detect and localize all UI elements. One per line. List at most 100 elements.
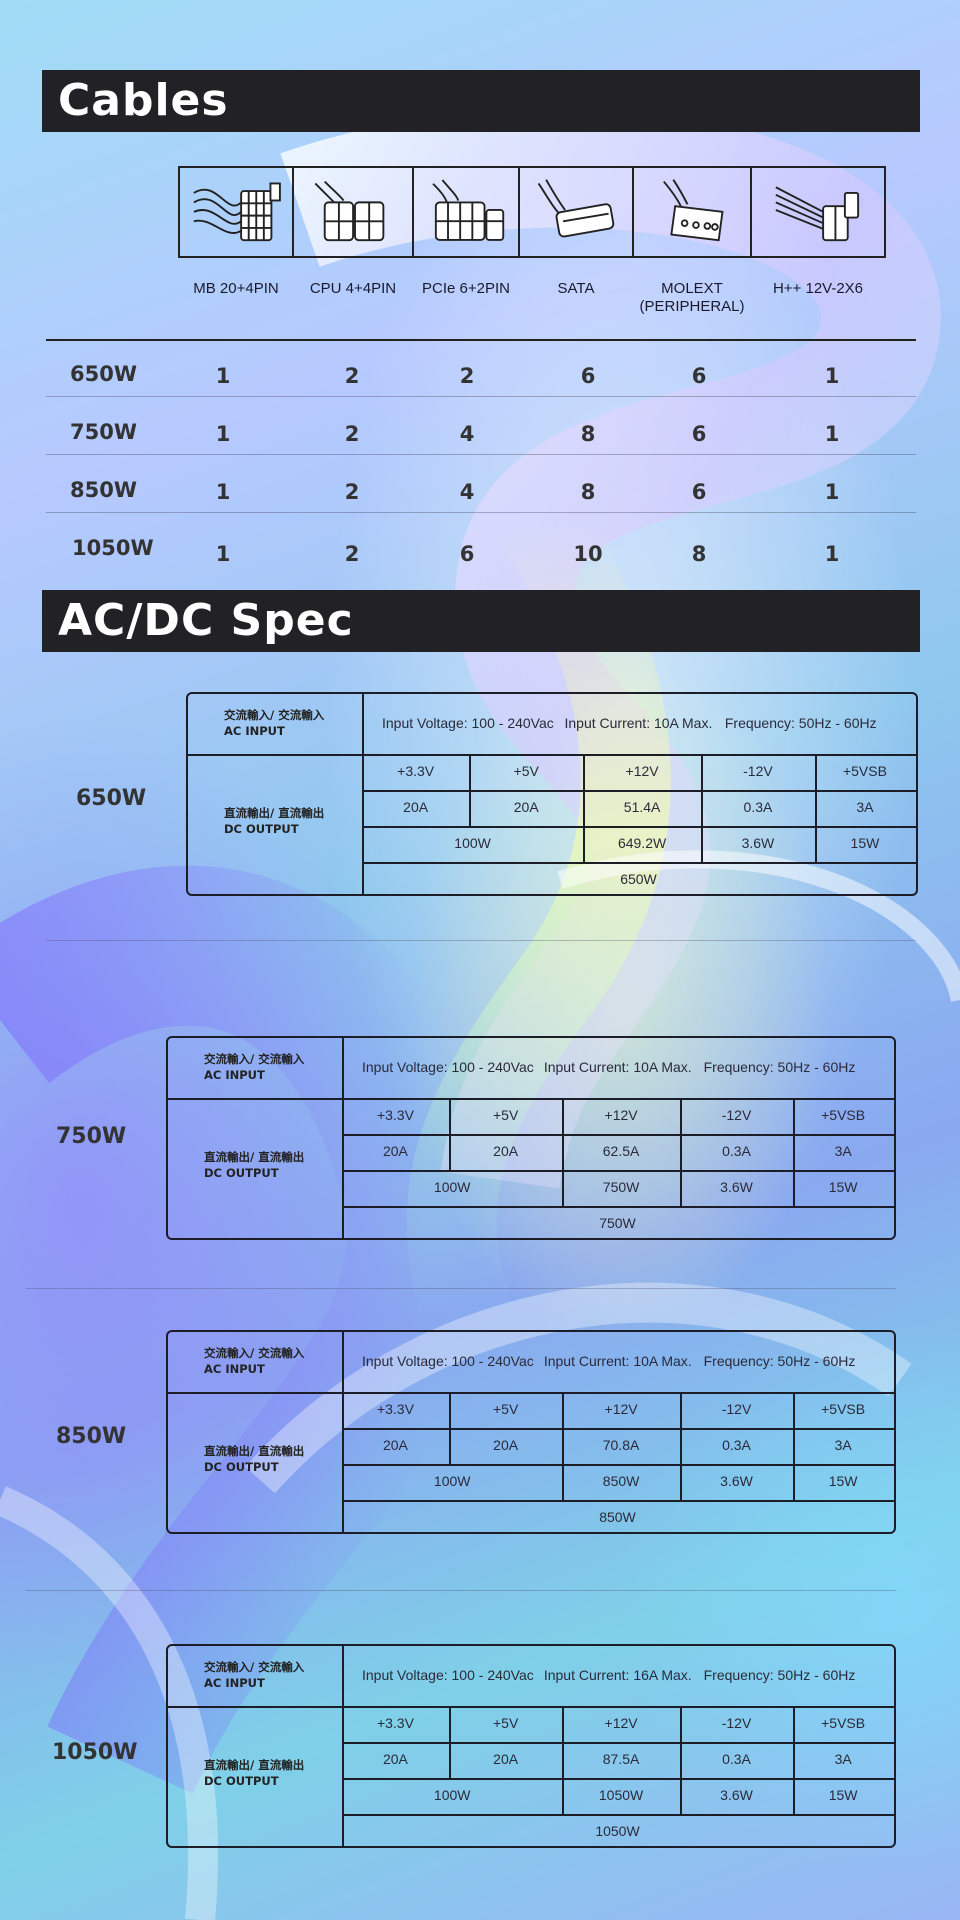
frequency-text: Frequency: 50Hz - 60Hz xyxy=(724,715,877,731)
spec-wattage-label: 650W xyxy=(76,786,147,811)
dc-output-label-en: DC OUTPUT xyxy=(204,1460,279,1474)
sata-connector-icon xyxy=(518,166,634,258)
rail-voltage-cell: +12V xyxy=(604,1715,638,1731)
spec-cell-divider xyxy=(793,1778,796,1814)
spec-row-divider xyxy=(168,1098,894,1100)
dc-output-label-zh: 直流輸出/ 直流輸出 xyxy=(204,1758,305,1772)
spec-cell-divider xyxy=(679,1778,682,1814)
spec-cell-divider xyxy=(679,1098,682,1170)
connector-label-molex: MOLEXT (PERIPHERAL) xyxy=(639,280,745,315)
rail-power-cell: 1050W xyxy=(598,1787,644,1803)
spec-cell-divider xyxy=(562,1778,565,1814)
rail-voltage-cell: -12V xyxy=(721,1715,752,1731)
rail-current-cell: 87.5A xyxy=(602,1751,640,1767)
ac-input-label-zh: 交流輸入/ 交流輸入 xyxy=(204,1052,305,1066)
spec-cell-divider xyxy=(814,754,817,826)
spec-cell-divider xyxy=(562,1464,565,1500)
cable-count-cell: 4 xyxy=(459,480,475,504)
spec-col-divider xyxy=(362,694,364,894)
cable-count-cell: 6 xyxy=(691,422,707,446)
spec-cell-divider xyxy=(814,826,817,862)
rail-power-cell: 15W xyxy=(828,1473,858,1489)
cable-count-cell: 1 xyxy=(824,364,840,388)
spec-divider xyxy=(46,940,916,941)
frequency-text: Frequency: 50Hz - 60Hz xyxy=(703,1353,856,1369)
combined-power-cell: 100W xyxy=(433,1473,471,1489)
cable-count-cell: 8 xyxy=(580,480,596,504)
rail-current-cell: 20A xyxy=(493,1143,519,1159)
spec-cell-divider xyxy=(562,1706,565,1778)
rail-current-cell: 3A xyxy=(834,1751,852,1767)
spec-row-divider xyxy=(168,1706,894,1708)
rail-voltage-cell: +5VSB xyxy=(821,1401,866,1417)
rail-power-cell: 3.6W xyxy=(720,1787,753,1803)
spec-wattage-label: 1050W xyxy=(52,1740,138,1765)
spec-cell-divider xyxy=(793,1170,796,1206)
spec-cell-divider xyxy=(679,1706,682,1778)
connector-icon-row: MB 20+4PIN CPU 4+4PIN PCIe 6+2PIN SATA M… xyxy=(178,166,886,315)
rail-power-cell: 15W xyxy=(850,835,880,851)
rail-power-cell: 750W xyxy=(602,1179,640,1195)
combined-power-cell: 100W xyxy=(433,1787,471,1803)
cable-count-cell: 1 xyxy=(215,480,231,504)
input-current-text: Input Current: 10A Max. xyxy=(543,1353,692,1369)
dc-output-label-en: DC OUTPUT xyxy=(204,1166,279,1180)
ac-input-label-zh: 交流輸入/ 交流輸入 xyxy=(204,1660,305,1674)
cable-count-cell: 1 xyxy=(824,480,840,504)
input-voltage-text: Input Voltage: 100 - 240Vac xyxy=(362,1059,534,1075)
spec-row-divider xyxy=(342,1814,894,1816)
combined-power-cell: 100W xyxy=(433,1179,471,1195)
spec-cell-divider xyxy=(793,1706,796,1778)
rail-current-cell: 0.3A xyxy=(722,1143,751,1159)
spec-cell-divider xyxy=(679,1464,682,1500)
total-power-cell: 1050W xyxy=(595,1823,640,1839)
spec-cell-divider xyxy=(448,1098,451,1170)
spec-row-divider xyxy=(342,1134,894,1136)
cable-count-cell: 2 xyxy=(344,364,360,388)
mb-24pin-connector-icon xyxy=(178,166,294,258)
cables-section-title: Cables xyxy=(42,70,920,132)
pcie-8pin-connector-icon xyxy=(412,166,520,258)
spec-cell-divider xyxy=(793,1392,796,1464)
total-power-cell: 750W xyxy=(599,1215,636,1231)
spec-row-divider xyxy=(342,1206,894,1208)
cable-count-cell: 6 xyxy=(459,542,475,566)
cable-count-cell: 2 xyxy=(459,364,475,388)
acdc-section-title: AC/DC Spec xyxy=(42,590,920,652)
rail-power-cell: 3.6W xyxy=(741,835,775,851)
rail-current-cell: 70.8A xyxy=(602,1437,640,1453)
rail-voltage-cell: +5V xyxy=(492,1715,519,1731)
spec-cell-divider xyxy=(469,754,472,826)
spec-cell-divider xyxy=(562,1098,565,1170)
input-voltage-text: Input Voltage: 100 - 240Vac xyxy=(362,1353,534,1369)
spec-row-divider xyxy=(188,754,916,756)
spec-cell-divider xyxy=(679,1170,682,1206)
rail-current-cell: 0.3A xyxy=(743,799,773,815)
cable-row: 1050W 1 2 6 10 8 1 xyxy=(46,524,916,576)
rail-voltage-cell: +3.3V xyxy=(397,763,435,779)
spec-cell-divider xyxy=(448,1706,451,1778)
rail-voltage-cell: -12V xyxy=(743,763,773,779)
rail-voltage-cell: +5VSB xyxy=(821,1715,866,1731)
cable-count-cell: 1 xyxy=(215,364,231,388)
input-voltage-text: Input Voltage: 100 - 240Vac xyxy=(382,715,554,731)
rail-voltage-cell: +5VSB xyxy=(842,763,887,779)
spec-row-divider xyxy=(342,1500,894,1502)
rail-current-cell: 0.3A xyxy=(722,1751,751,1767)
spec-cell-divider xyxy=(583,754,586,826)
spec-divider xyxy=(26,1590,896,1591)
rail-voltage-cell: -12V xyxy=(721,1107,752,1123)
dc-output-label-zh: 直流輸出/ 直流輸出 xyxy=(204,1444,305,1458)
cable-row-wattage: 1050W xyxy=(72,536,154,560)
rail-voltage-cell: +3.3V xyxy=(376,1107,414,1123)
spec-row-divider xyxy=(362,826,916,828)
spec-table: 交流輸入/ 交流輸入 AC INPUT 直流輸出/ 直流輸出 DC OUTPUT Inp… xyxy=(166,1330,896,1534)
total-power-cell: 650W xyxy=(620,871,657,887)
ac-input-label-zh: 交流輸入/ 交流輸入 xyxy=(204,1346,305,1360)
rail-voltage-cell: +5V xyxy=(492,1401,519,1417)
spec-cell-divider xyxy=(793,1464,796,1500)
cable-row-wattage: 650W xyxy=(70,362,137,386)
rail-power-cell: 850W xyxy=(602,1473,640,1489)
cable-row: 850W 1 2 4 8 6 1 xyxy=(46,466,916,518)
spec-col-divider xyxy=(342,1038,344,1238)
